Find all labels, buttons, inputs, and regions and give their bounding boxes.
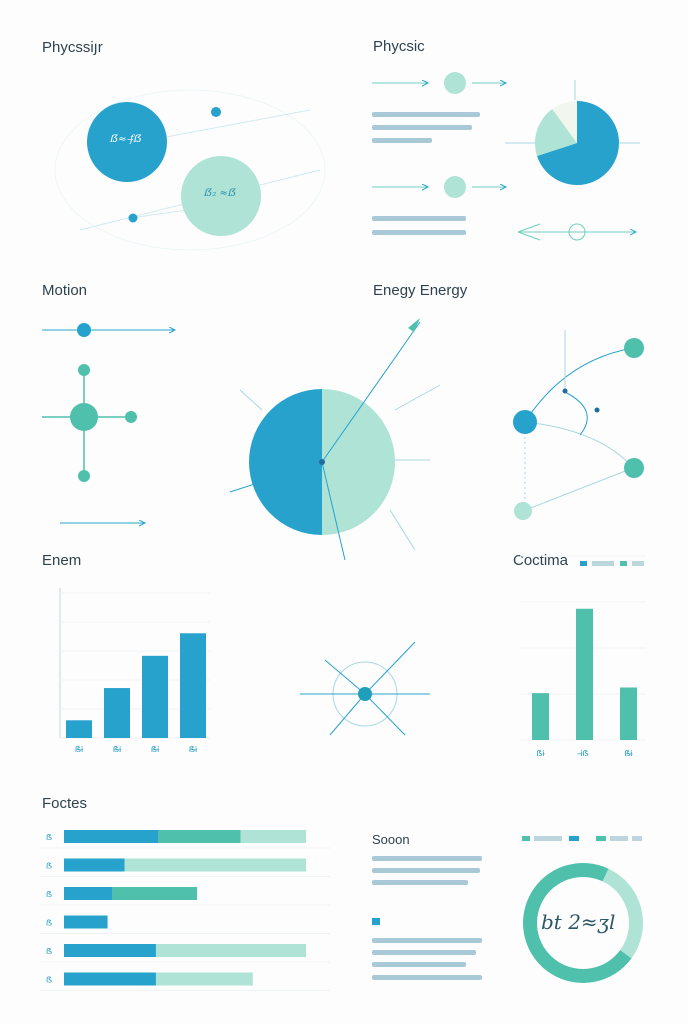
pie-slice: [535, 109, 577, 156]
enem-bar-chart: ẞ̶ɨ ẞ̶ɨ ẞ̶ɨ ẞ̶ɨ: [59, 588, 210, 754]
force-diagram: [300, 641, 430, 736]
row-label: ẞ: [46, 976, 52, 985]
pie-slice: [552, 101, 577, 143]
bar-segment: [155, 972, 253, 986]
pie-slice: [537, 101, 620, 185]
bar-segment: [64, 944, 156, 957]
donut-legend: [522, 836, 642, 841]
row-label: ẞ: [46, 833, 52, 842]
physics-right-diagram: [372, 72, 640, 241]
mint-circle-label: ẞ₂ ≈ẞ: [204, 188, 237, 199]
text-line: [372, 868, 480, 873]
bar: [104, 688, 130, 738]
pie-slice: [322, 389, 395, 535]
energy-diagram: [229, 318, 644, 561]
title-energy: Enegy Energy: [373, 282, 468, 299]
tick-label: ẞ̶ɨ: [151, 745, 160, 754]
physics-right-pie: [535, 101, 620, 185]
bar: [532, 693, 549, 740]
bar: [180, 633, 206, 738]
text-line: [372, 950, 476, 955]
bar-segment: [240, 830, 306, 843]
donut-chart: [523, 863, 643, 984]
row-label: ẞ: [46, 919, 52, 928]
tick-label: ẞɨ: [536, 749, 545, 758]
text-line: [372, 125, 472, 130]
text-line: [372, 230, 466, 235]
title-motion: Motion: [42, 282, 88, 299]
bar-segment: [112, 887, 198, 900]
row-label: ẞ: [46, 862, 52, 871]
row-label: ẞ: [46, 947, 52, 956]
physics-left-diagram: [54, 89, 326, 251]
text-line: [372, 138, 432, 143]
bar: [576, 608, 593, 740]
coctima-bar-chart: ẞɨ ɨ̶ẞ ẞ̶ɨ: [520, 555, 646, 758]
bar: [66, 720, 92, 738]
pie-slice: [249, 389, 322, 535]
coctima-legend: [580, 561, 644, 566]
title-physics-right: Phycsic: [373, 38, 425, 55]
bar-segment: [155, 944, 306, 957]
text-line: [372, 856, 482, 861]
bar-segment: [64, 858, 125, 872]
bar: [142, 655, 168, 738]
physics-big-blue-circle: [87, 102, 167, 182]
physics-mint-circle: [181, 156, 261, 236]
text-line: [372, 975, 482, 980]
energy-pie: [249, 389, 395, 535]
text-line: [372, 880, 468, 885]
text-line: [372, 112, 480, 117]
title-sooon: Sooon: [372, 832, 410, 847]
tick-label: ɨ̶ẞ: [577, 749, 589, 758]
tick-label: ẞ̶ɨ: [113, 745, 122, 754]
tick-label: ẞ̶ɨ: [189, 745, 198, 754]
bar-segment: [64, 915, 108, 929]
title-physics-left: Phycssiյr: [42, 39, 103, 56]
text-line: [372, 938, 482, 943]
foctes-horizontal-bars: ẞ ẞ ẞ ẞ ẞ ẞ: [40, 830, 330, 991]
donut-center-label: bt 2≈ʒl: [541, 910, 616, 934]
bar-segment: [158, 830, 241, 843]
bar-segment: [64, 830, 159, 843]
text-line: [372, 962, 466, 967]
row-label: ẞ: [46, 890, 52, 899]
bar-segment: [64, 887, 113, 900]
bar-segment: [124, 858, 306, 872]
big-circle-label: ẞ≈ f̶ẞ: [110, 134, 142, 145]
text-line: [372, 216, 466, 221]
title-foctes: Foctes: [42, 795, 88, 812]
donut-segment: [602, 868, 643, 959]
bar-segment: [64, 972, 156, 986]
bar: [620, 687, 637, 740]
tick-label: ẞ̶ɨ: [75, 745, 84, 754]
motion-diagram: [42, 323, 175, 523]
tick-label: ẞ̶ɨ: [624, 749, 633, 758]
title-enem: Enem: [42, 552, 82, 569]
